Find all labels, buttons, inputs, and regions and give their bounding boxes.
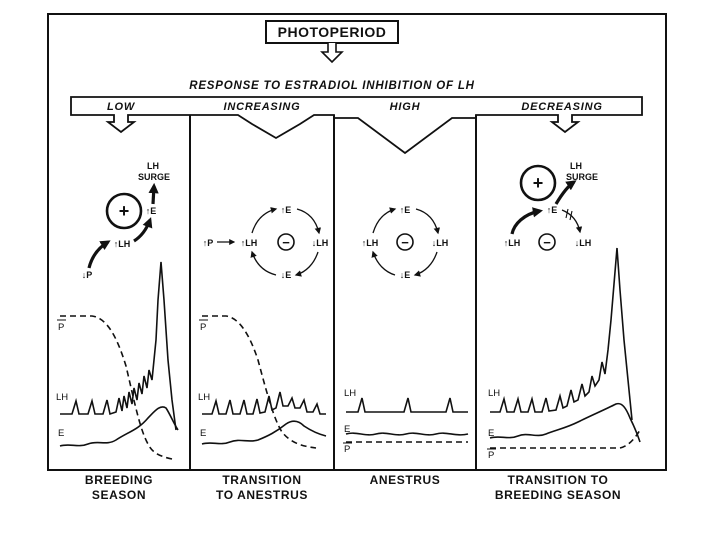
lh-surge-label-bottom: SURGE (138, 172, 170, 182)
minus-sign: − (543, 235, 551, 250)
lh-pulse-trace (60, 261, 177, 431)
lh-down-label: ↓LH (312, 238, 329, 248)
blocked-tick-2 (569, 210, 573, 221)
estradiol-trace (489, 402, 641, 443)
lh-pulse-trace (346, 397, 468, 413)
lh-to-e-arrow (133, 217, 153, 243)
e-down-label: ↓E (281, 270, 292, 280)
trace-lh-label: LH (56, 392, 68, 403)
panel-breeding-season: + LH SURGE ↑E ↑LH ↓P P LH E BREEDING SEA… (56, 161, 179, 502)
lh-surge-label-top: LH (570, 161, 582, 171)
negative-feedback-circle (538, 233, 556, 251)
panel-label-transition-anestrus-line2: TO ANESTRUS (216, 488, 308, 502)
feedback-loop-arc-bl (371, 250, 396, 276)
trace-lh-label: LH (488, 388, 500, 399)
plus-sign: + (119, 201, 130, 221)
trace-e-label: E (58, 428, 64, 439)
e-up-label: ↑E (146, 206, 157, 216)
minus-sign: − (282, 235, 290, 250)
photoperiod-label: PHOTOPERIOD (278, 24, 387, 40)
level-high: HIGH (390, 101, 421, 113)
progesterone-trace (490, 429, 641, 449)
trace-e-label: E (200, 428, 206, 439)
negative-feedback-circle (396, 233, 414, 251)
panel-label-breeding-line2: SEASON (92, 488, 146, 502)
estradiol-trace (201, 420, 327, 445)
feedback-loop-arc-tr (415, 208, 440, 235)
lh-to-e-arrow (510, 207, 544, 235)
e-up-label: ↑E (400, 205, 411, 215)
panel-label-transition-breeding-line1: TRANSITION TO (508, 473, 609, 487)
outer-frame (47, 13, 667, 471)
lh-surge-label-bottom: SURGE (566, 172, 598, 182)
lh-down-label: ↓LH (575, 238, 592, 248)
lh-up-label: ↑LH (362, 238, 379, 248)
lh-pulse-trace (202, 391, 326, 415)
p-down-label: ↓P (82, 270, 93, 280)
trace-lh-label: LH (198, 392, 210, 403)
lh-pulse-trace (490, 247, 633, 421)
level-increasing: INCREASING (223, 101, 300, 113)
trace-e-label: E (488, 428, 494, 439)
photoperiod-box: PHOTOPERIOD (265, 20, 399, 64)
panel-label-breeding-line1: BREEDING (85, 473, 153, 487)
negative-feedback-circle (277, 233, 295, 251)
panel-transition-to-anestrus: ↑E ↑LH ↓LH ↓E − ↑P P LH E TRANSITION TO … (198, 205, 328, 502)
lh-surge-label-top: LH (147, 161, 159, 171)
level-decreasing: DECREASING (521, 101, 602, 113)
blocked-tick-1 (565, 208, 569, 219)
p-up-label: ↑P (203, 238, 214, 248)
e-up-label: ↑E (547, 205, 558, 215)
level-low: LOW (107, 101, 136, 113)
positive-feedback-circle (105, 192, 143, 230)
panel-transition-to-breeding-season: + LH SURGE ↑E ↑LH ↓LH − LH E P TRANSITIO… (487, 161, 641, 502)
response-title: RESPONSE TO ESTRADIOL INHIBITION OF LH (189, 80, 475, 92)
lh-up-label: ↑LH (114, 239, 131, 249)
e-to-surge-arrow (148, 182, 159, 205)
panel-label-transition-anestrus-line1: TRANSITION (222, 473, 301, 487)
plus-sign: + (533, 173, 544, 193)
positive-feedback-circle (519, 164, 557, 202)
trace-lh-label: LH (344, 388, 356, 399)
trace-p-label: P (344, 444, 350, 455)
progesterone-trace (60, 315, 173, 460)
feedback-loop-arc-tl (372, 207, 397, 234)
estradiol-trace (345, 432, 469, 436)
feedback-loop-arc-br (294, 251, 319, 277)
trace-e-label: E (344, 424, 350, 435)
e-to-surge-arrow (554, 180, 577, 205)
e-up-label: ↑E (281, 205, 292, 215)
feedback-loop-arc-bl (250, 250, 277, 276)
weak-inhibition-arrow (561, 209, 583, 234)
e-down-label: ↓E (400, 270, 411, 280)
minus-sign: − (401, 235, 409, 250)
lh-down-label: ↓LH (432, 238, 449, 248)
lh-up-label: ↑LH (241, 238, 258, 248)
progesterone-trace (202, 315, 317, 449)
feedback-loop-arc-tr (296, 208, 321, 235)
trace-p-label: P (58, 322, 64, 333)
panel-label-transition-breeding-line2: BREEDING SEASON (495, 488, 621, 502)
feedback-loop-arc-br (413, 251, 438, 277)
panel-anestrus: ↑E ↑LH ↓LH ↓E − LH E P ANESTRUS (343, 205, 469, 487)
trace-p-label: P (488, 450, 494, 461)
lh-up-label: ↑LH (504, 238, 521, 248)
trace-p-label: P (200, 322, 206, 333)
photoperiod-down-arrow (320, 43, 344, 64)
panel-label-anestrus: ANESTRUS (370, 473, 441, 487)
p-to-lh-arrow (87, 240, 111, 269)
feedback-loop-arc-tl (251, 207, 278, 234)
estradiol-trace (59, 406, 179, 447)
